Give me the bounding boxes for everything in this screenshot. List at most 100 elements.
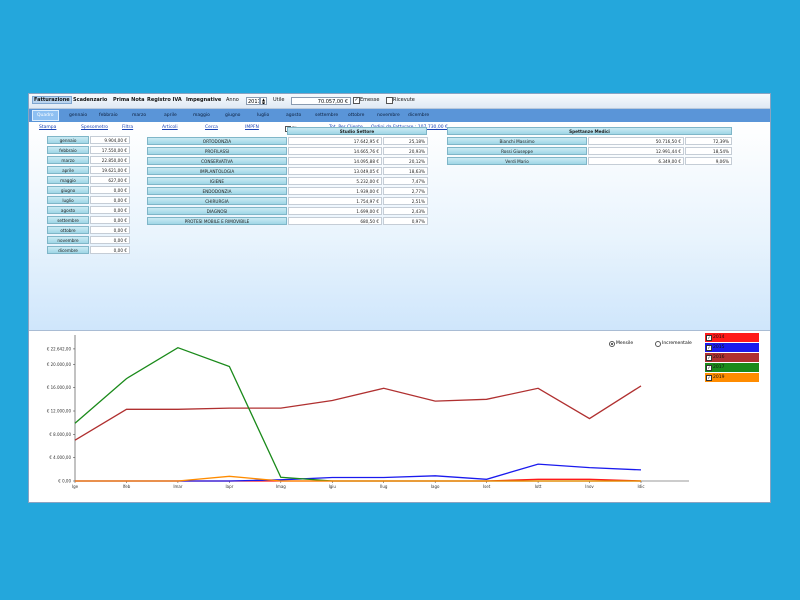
tab-luglio[interactable]: luglio	[257, 113, 270, 118]
tab-marzo[interactable]: marzo	[132, 113, 147, 118]
studio-row-value: 1.699,00 €	[288, 207, 382, 215]
legend-checkbox[interactable]: ✓	[706, 375, 712, 381]
y-tick-label: € 8.000,00	[49, 432, 71, 437]
cerca-link[interactable]: Cerca	[205, 125, 218, 130]
y-tick-label: € 16.000,00	[47, 385, 72, 390]
studio-row-name[interactable]: CHIRURGIA	[147, 197, 287, 205]
utile-field[interactable]: 70.057,00 €	[291, 97, 351, 105]
utile-label: Utile	[273, 97, 285, 103]
month-total: 19.621,00 €	[90, 166, 130, 174]
ricevute-checkbox[interactable]	[386, 97, 393, 104]
month-label[interactable]: aprile	[47, 166, 89, 174]
y-tick-label: € 4.000,00	[49, 455, 71, 460]
legend-checkbox[interactable]: ✓	[706, 365, 712, 371]
tab-giugno[interactable]: giugno	[225, 113, 241, 118]
month-label[interactable]: settembre	[47, 216, 89, 224]
legend-item-2014[interactable]: ✓ 2014	[705, 333, 759, 342]
studio-row-pct: 0,97%	[383, 217, 428, 225]
legend-checkbox[interactable]: ✓	[706, 355, 712, 361]
month-total: 0,00 €	[90, 236, 130, 244]
month-total: 0,00 €	[90, 246, 130, 254]
studio-row-pct: 25,18%	[383, 137, 428, 145]
menu-prima-nota[interactable]: Prima Nota	[113, 97, 145, 103]
menu-scadenzario[interactable]: Scadenzario	[73, 97, 108, 103]
x-tick-label: Ige	[72, 484, 79, 489]
impfn-link[interactable]: IMPFN	[245, 125, 259, 130]
month-label[interactable]: ottobre	[47, 226, 89, 234]
studio-row-value: 17.642,95 €	[288, 137, 382, 145]
anno-input[interactable]: 2017	[246, 97, 260, 105]
studio-row-name[interactable]: ORTODONZIA	[147, 137, 287, 145]
medico-row-name[interactable]: Verdi Mario	[447, 157, 587, 165]
studio-row-name[interactable]: PROFILASSI	[147, 147, 287, 155]
medico-row-name[interactable]: Rossi Giuseppe	[447, 147, 587, 155]
month-label[interactable]: maggio	[47, 176, 89, 184]
tab-gennaio[interactable]: gennaio	[69, 113, 88, 118]
legend-item-2017[interactable]: ✓ 2017	[705, 363, 759, 372]
medico-row-name[interactable]: Bianchi Massimo	[447, 137, 587, 145]
menu-registro-iva[interactable]: Registro IVA	[147, 97, 182, 103]
stampa-link[interactable]: Stampa	[39, 125, 57, 130]
mensile-radio[interactable]	[609, 341, 615, 347]
month-label[interactable]: febbraio	[47, 146, 89, 154]
month-label[interactable]: agosto	[47, 206, 89, 214]
legend-item-2016[interactable]: ✓ 2016	[705, 353, 759, 362]
studio-row-pct: 2,51%	[383, 197, 428, 205]
studio-row-name[interactable]: PROTESI MOBILE E RIMOVIBILE	[147, 217, 287, 225]
series-line-2017	[74, 346, 641, 482]
anno-label: Anno	[226, 97, 239, 103]
series-line-2019	[75, 475, 641, 482]
studio-row-pct: 2,43%	[383, 207, 428, 215]
menu-impegnative[interactable]: Impegnative	[186, 97, 222, 103]
medico-row-pct: 18,54%	[685, 147, 732, 155]
spesometro-link[interactable]: Spesometro	[81, 125, 108, 130]
month-total: 22.850,00 €	[90, 156, 130, 164]
legend-item-2019[interactable]: ✓ 2019	[705, 373, 759, 382]
medico-row-value: 6.349,00 €	[588, 157, 684, 165]
top-menu-bar: Fatturazione Scadenzario Prima Nota Regi…	[29, 94, 770, 109]
studio-row-name[interactable]: ENDODONZIA	[147, 187, 287, 195]
studio-row-name[interactable]: IGIENE	[147, 177, 287, 185]
legend-checkbox[interactable]: ✓	[706, 335, 712, 341]
tab-dicembre[interactable]: dicembre	[408, 113, 430, 118]
tab-settembre[interactable]: settembre	[315, 113, 339, 118]
tab-ottobre[interactable]: ottobre	[348, 113, 365, 118]
legend-label: 2019	[713, 375, 725, 380]
month-label[interactable]: gennaio	[47, 136, 89, 144]
studio-row-name[interactable]: IMPLANTOLOGIA	[147, 167, 287, 175]
month-label[interactable]: giugno	[47, 186, 89, 194]
menu-fatturazione[interactable]: Fatturazione	[32, 96, 72, 104]
tab-aprile[interactable]: aprile	[164, 113, 177, 118]
medico-row-pct: 72,39%	[685, 137, 732, 145]
tab-maggio[interactable]: maggio	[193, 113, 210, 118]
filtra-link[interactable]: Filtra	[122, 125, 134, 130]
studio-row-value: 5.232,00 €	[288, 177, 382, 185]
month-label[interactable]: dicembre	[47, 246, 89, 254]
tab-quadro[interactable]: Quadro	[32, 110, 59, 121]
studio-row-value: 14.095,88 €	[288, 157, 382, 165]
month-label[interactable]: novembre	[47, 236, 89, 244]
legend-checkbox[interactable]: ✓	[706, 345, 712, 351]
summary-panel: Stampa Spesometro Filtra Articoli Cerca …	[29, 122, 770, 331]
y-tick-label: € 20.000,00	[47, 362, 72, 367]
app-window: Fatturazione Scadenzario Prima Nota Regi…	[28, 93, 771, 503]
legend-item-2015[interactable]: ✓ 2015	[705, 343, 759, 352]
studio-row-value: 680,50 €	[288, 217, 382, 225]
incrementale-radio[interactable]	[655, 341, 661, 347]
emesse-checkbox[interactable]: ✓	[353, 97, 360, 104]
studio-row-name[interactable]: CONSERVATIVA	[147, 157, 287, 165]
x-tick-label: Iapr	[225, 484, 233, 489]
studio-row-name[interactable]: DIAGNOSI	[147, 207, 287, 215]
articoli-link[interactable]: Articoli	[162, 125, 178, 130]
tab-febbraio[interactable]: febbraio	[99, 113, 118, 118]
tab-novembre[interactable]: novembre	[377, 113, 400, 118]
line-chart: € 0,00 € 4.000,00 € 8.000,00 € 12.000,00 € 1…	[47, 335, 689, 489]
medico-row-value: 50.716,50 €	[588, 137, 684, 145]
x-tick-label: Iago	[431, 484, 440, 489]
studio-row-value: 1.754,97 €	[288, 197, 382, 205]
month-label[interactable]: luglio	[47, 196, 89, 204]
anno-spinner[interactable]: ▲ ▼	[260, 97, 267, 105]
legend-label: 2014	[713, 335, 725, 340]
tab-agosto[interactable]: agosto	[286, 113, 302, 118]
month-label[interactable]: marzo	[47, 156, 89, 164]
